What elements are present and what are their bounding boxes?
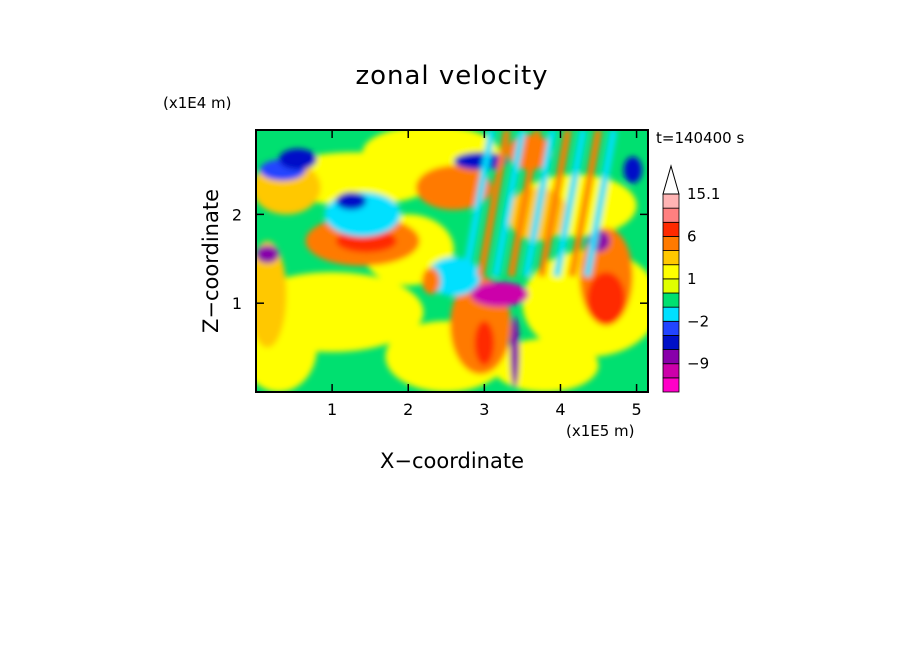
x-units-label: (x1E5 m) xyxy=(566,422,635,440)
plot-frame xyxy=(255,129,649,393)
colorbar-segment xyxy=(662,221,680,237)
colorbar-segment xyxy=(662,306,680,322)
wave-stripe xyxy=(522,130,557,278)
y-units-label: (x1E4 m) xyxy=(163,94,232,112)
chart-title: zonal velocity xyxy=(355,61,548,91)
time-label: t=140400 s xyxy=(656,129,744,147)
x-tick-label: 3 xyxy=(479,400,489,419)
contour-region xyxy=(421,267,441,295)
colorbar-segment xyxy=(662,264,680,280)
plot-area xyxy=(256,130,648,392)
wave-stripe xyxy=(461,130,496,278)
wave-stripe xyxy=(583,130,618,278)
contour-region xyxy=(335,192,367,210)
colorbar-segment xyxy=(662,207,680,223)
colorbar-tick-label: 6 xyxy=(687,227,697,245)
contour-region xyxy=(587,272,626,326)
colorbar: 15.1 6 1 −2 −9 xyxy=(662,164,720,393)
colorbar-tick-label: 15.1 xyxy=(687,185,720,203)
colorbar-segment xyxy=(662,236,680,251)
contour-region xyxy=(491,338,599,392)
y-axis-ticks: 12 xyxy=(232,205,648,313)
contour-region xyxy=(623,156,642,184)
y-axis-label: Z−coordinate xyxy=(199,189,223,333)
colorbar-segment xyxy=(662,278,680,294)
contour-region xyxy=(453,152,508,170)
contour-region xyxy=(256,241,287,348)
x-tick-label: 5 xyxy=(631,400,641,419)
colorbar-segment xyxy=(662,320,680,336)
x-tick-label: 2 xyxy=(403,400,413,419)
wave-stripe xyxy=(477,130,511,278)
colorbar-tick-label: −2 xyxy=(687,312,709,330)
contour-region xyxy=(474,320,495,366)
x-tick-label: 1 xyxy=(327,400,337,419)
wave-stripe xyxy=(568,130,602,278)
colorbar-segment xyxy=(662,335,680,350)
contour-region xyxy=(256,245,279,264)
colorbar-segment xyxy=(662,377,680,393)
colorbar-segment xyxy=(662,363,680,379)
velocity-field xyxy=(256,130,648,392)
colorbar-tick-label: 1 xyxy=(687,270,697,288)
x-tick-label: 4 xyxy=(555,400,565,419)
colorbar-segment xyxy=(662,193,680,209)
colorbar-segment xyxy=(662,250,680,266)
x-axis-ticks: 1 2 3 4 5 xyxy=(327,130,642,419)
wave-stripe xyxy=(492,130,526,278)
y-tick-label: 1 xyxy=(232,294,242,313)
wave-stripe xyxy=(537,130,572,278)
contour-region xyxy=(470,281,529,307)
colorbar-tick-label: −9 xyxy=(687,355,709,373)
contour-region xyxy=(278,148,317,170)
wave-stripe xyxy=(553,130,587,278)
wave-stripe xyxy=(507,130,542,278)
colorbar-extend-arrow xyxy=(662,164,680,195)
colorbar-segment xyxy=(662,292,680,308)
contour-region xyxy=(415,165,492,210)
x-axis-label: X−coordinate xyxy=(380,449,524,473)
contour-region xyxy=(510,316,520,388)
y-tick-label: 2 xyxy=(232,205,242,224)
colorbar-segment xyxy=(662,349,680,365)
